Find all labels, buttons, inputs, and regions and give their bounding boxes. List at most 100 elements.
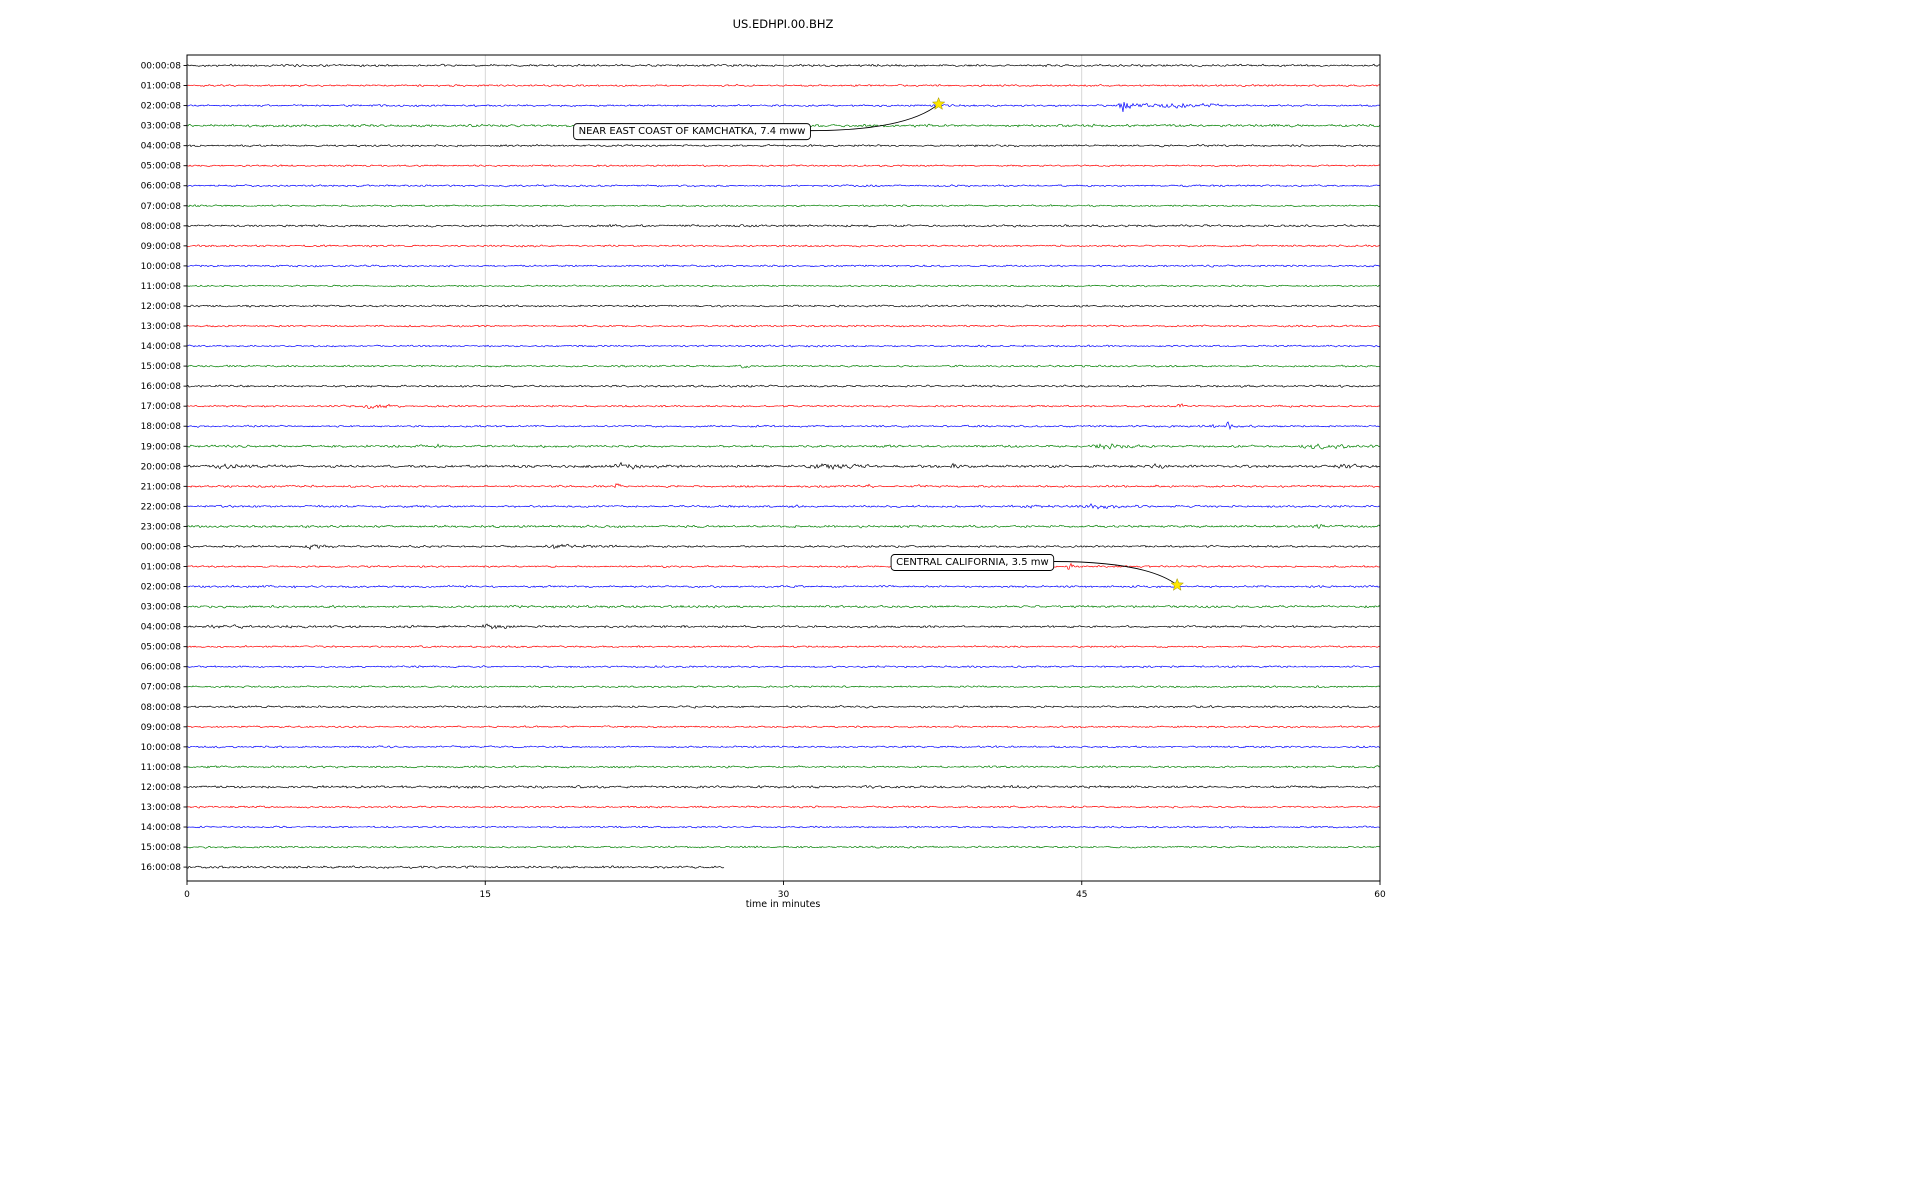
row-time-label: 18:00:08 <box>141 422 182 432</box>
row-time-label: 05:00:08 <box>141 162 182 172</box>
row-time-label: 08:00:08 <box>141 222 182 232</box>
seismogram-trace <box>186 143 1381 148</box>
row-time-label: 04:00:08 <box>141 142 182 152</box>
row-time-label: 11:00:08 <box>141 763 182 773</box>
seismogram-trace <box>186 604 1381 609</box>
seismogram-trace <box>186 503 1381 510</box>
row-time-label: 07:00:08 <box>141 202 182 212</box>
x-tick-label: 30 <box>778 890 790 900</box>
row-time-label: 09:00:08 <box>141 723 182 733</box>
seismogram-trace <box>186 865 725 869</box>
seismogram-trace <box>186 584 1381 589</box>
row-time-label: 17:00:08 <box>141 402 182 412</box>
x-tick-label: 0 <box>184 890 190 900</box>
seismogram-trace <box>186 645 1381 649</box>
seismogram-trace <box>186 304 1381 308</box>
event-connector <box>810 103 939 132</box>
seismogram-trace <box>186 63 1381 68</box>
row-time-label: 04:00:08 <box>141 623 182 633</box>
row-time-label: 00:00:08 <box>141 62 182 72</box>
seismogram-trace <box>186 705 1381 709</box>
row-time-label: 07:00:08 <box>141 683 182 693</box>
seismogram-trace <box>186 223 1381 228</box>
seismogram-trace <box>186 244 1381 248</box>
row-time-label: 02:00:08 <box>141 583 182 593</box>
grid-layer <box>484 55 1083 881</box>
seismogram-trace <box>186 745 1381 749</box>
row-time-label: 06:00:08 <box>141 663 182 673</box>
seismogram-trace <box>186 825 1381 829</box>
row-time-label: 01:00:08 <box>141 82 182 92</box>
seismogram-trace <box>186 685 1381 689</box>
row-time-label: 15:00:08 <box>141 362 182 372</box>
row-time-label: 14:00:08 <box>141 823 182 833</box>
row-time-label: 11:00:08 <box>141 282 182 292</box>
trace-layer <box>186 63 1381 869</box>
row-time-label: 03:00:08 <box>141 122 182 132</box>
row-time-label: 15:00:08 <box>141 843 182 853</box>
seismogram-trace <box>186 384 1381 388</box>
event-label-box <box>573 123 811 141</box>
event-label: NEAR EAST COAST OF KAMCHATKA, 7.4 mww <box>579 126 806 137</box>
row-time-label: 10:00:08 <box>141 262 182 272</box>
seismogram-trace <box>186 562 1381 570</box>
event-annotation: CENTRAL CALIFORNIA, 3.5 mw <box>890 554 1185 591</box>
seismogram-trace <box>186 101 1381 113</box>
seismogram-trace <box>186 665 1381 669</box>
annotation-layer: NEAR EAST COAST OF KAMCHATKA, 7.4 mww CEN… <box>573 96 1185 591</box>
seismogram-trace <box>186 443 1381 450</box>
seismogram-trace <box>186 403 1381 409</box>
x-tick-label: 60 <box>1374 890 1386 900</box>
seismogram-trace <box>186 483 1381 489</box>
event-label-box <box>890 554 1055 571</box>
x-axis-label: time in minutes <box>746 899 821 910</box>
event-star-icon <box>931 96 946 110</box>
row-time-label: 23:00:08 <box>141 522 182 532</box>
seismogram-trace <box>186 523 1381 529</box>
seismogram-trace <box>186 805 1381 809</box>
row-time-label: 01:00:08 <box>141 563 182 573</box>
event-connector <box>1053 561 1178 586</box>
seismogram-trace <box>186 284 1381 288</box>
plot-title: US.EDHPI.00.BHZ <box>733 17 834 31</box>
seismogram-trace <box>186 623 1381 630</box>
row-time-label: 00:00:08 <box>141 542 182 552</box>
event-annotation: NEAR EAST COAST OF KAMCHATKA, 7.4 mww <box>573 96 946 141</box>
seismogram-trace <box>186 765 1381 769</box>
event-star-icon <box>1170 577 1185 591</box>
seismogram-trace <box>186 845 1381 849</box>
row-time-label: 12:00:08 <box>141 783 182 793</box>
row-time-label: 14:00:08 <box>141 342 182 352</box>
seismogram-trace <box>186 543 1381 551</box>
seismogram-trace <box>186 204 1381 208</box>
row-time-label: 03:00:08 <box>141 603 182 613</box>
seismogram-trace <box>186 324 1381 328</box>
row-time-label: 12:00:08 <box>141 302 182 312</box>
row-time-label: 22:00:08 <box>141 502 182 512</box>
seismogram-trace <box>186 364 1381 369</box>
row-time-label: 06:00:08 <box>141 182 182 192</box>
seismogram-trace <box>186 421 1381 431</box>
seismogram-trace <box>186 164 1381 168</box>
row-time-label: 10:00:08 <box>141 743 182 753</box>
row-time-label: 19:00:08 <box>141 442 182 452</box>
row-time-label: 13:00:08 <box>141 322 182 332</box>
seismogram-trace <box>186 264 1381 268</box>
seismogram-trace <box>186 184 1381 188</box>
seismogram-trace <box>186 461 1381 470</box>
x-tick-label: 15 <box>480 890 491 900</box>
row-time-label: 05:00:08 <box>141 643 182 653</box>
axis-layer: 0 15 30 45 60 00:00:08 01:00:08 02:00:08 03:00:0… <box>141 54 1386 900</box>
row-time-label: 09:00:08 <box>141 242 182 252</box>
event-label: CENTRAL CALIFORNIA, 3.5 mw <box>896 557 1049 568</box>
row-time-label: 08:00:08 <box>141 703 182 713</box>
row-time-label: 21:00:08 <box>141 482 182 492</box>
seismogram-trace <box>186 83 1381 88</box>
row-time-label: 20:00:08 <box>141 462 182 472</box>
row-time-label: 16:00:08 <box>141 382 182 392</box>
seismogram-trace <box>186 725 1381 729</box>
row-time-label: 02:00:08 <box>141 102 182 112</box>
row-time-label: 16:00:08 <box>141 863 182 873</box>
